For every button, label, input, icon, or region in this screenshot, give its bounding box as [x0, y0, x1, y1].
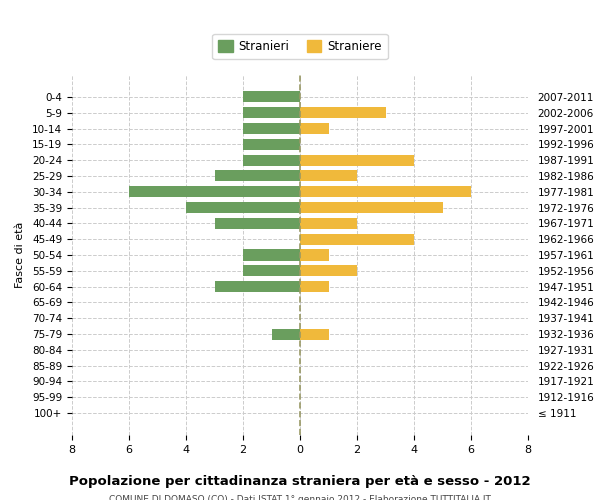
Bar [300, 186, 471, 198]
Bar [243, 139, 300, 150]
Bar [300, 266, 357, 276]
Bar [186, 202, 300, 213]
Bar [243, 107, 300, 118]
Bar [243, 250, 300, 260]
Bar [300, 170, 357, 181]
Bar [243, 92, 300, 102]
Bar [243, 154, 300, 166]
Y-axis label: Fasce di età: Fasce di età [15, 222, 25, 288]
Bar [300, 202, 443, 213]
Bar [300, 154, 414, 166]
Bar [215, 218, 300, 229]
Bar [300, 281, 329, 292]
Bar [215, 281, 300, 292]
Bar [215, 170, 300, 181]
Bar [300, 328, 329, 340]
Bar [300, 107, 386, 118]
Bar [300, 234, 414, 244]
Text: Popolazione per cittadinanza straniera per età e sesso - 2012: Popolazione per cittadinanza straniera p… [69, 475, 531, 488]
Bar [271, 328, 300, 340]
Bar [243, 123, 300, 134]
Text: COMUNE DI DOMASO (CO) - Dati ISTAT 1° gennaio 2012 - Elaborazione TUTTITALIA.IT: COMUNE DI DOMASO (CO) - Dati ISTAT 1° ge… [109, 495, 491, 500]
Bar [300, 123, 329, 134]
Bar [300, 250, 329, 260]
Bar [129, 186, 300, 198]
Bar [300, 218, 357, 229]
Legend: Stranieri, Straniere: Stranieri, Straniere [212, 34, 388, 59]
Bar [243, 266, 300, 276]
